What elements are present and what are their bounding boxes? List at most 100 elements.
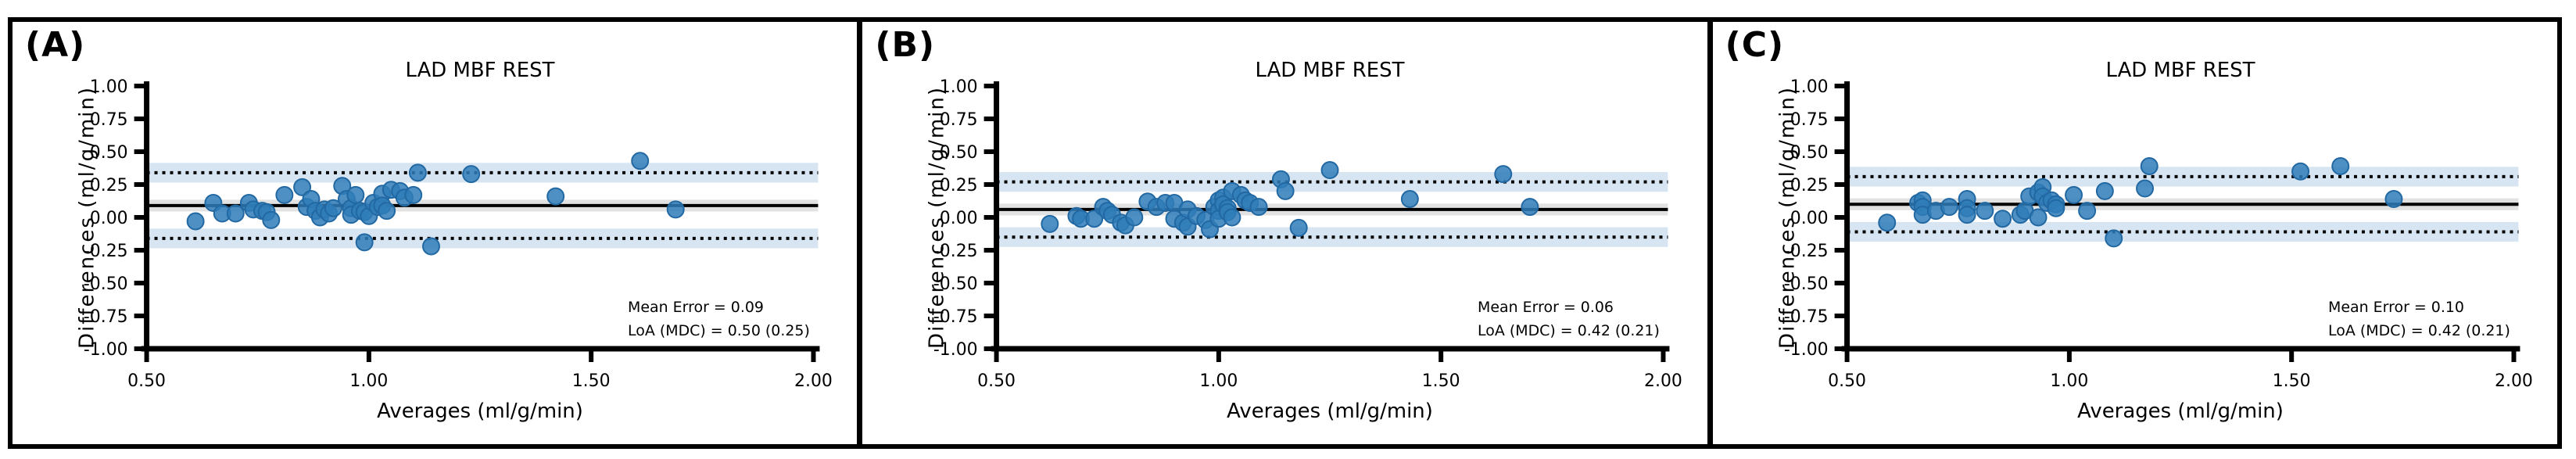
y-tick-label: -0.25 [1784, 242, 1829, 261]
data-point [2331, 157, 2349, 175]
data-point [186, 212, 205, 231]
data-point [1494, 165, 1513, 184]
data-point [1958, 206, 1976, 224]
data-point [2064, 185, 2083, 204]
y-tick-label: -1.00 [1784, 340, 1829, 360]
data-point [1277, 181, 1295, 200]
y-axis-label: Differences (ml/g/min) [76, 86, 99, 349]
data-point [2291, 162, 2309, 181]
y-tick-label: 0.50 [940, 143, 978, 163]
annotation-loa: LoA (MDC) = 0.42 (0.21) [1478, 322, 1660, 339]
x-axis-label: Averages (ml/g/min) [377, 400, 583, 423]
y-tick-label: -0.50 [933, 274, 978, 294]
y-tick-label: -0.75 [1784, 307, 1829, 327]
data-point [408, 163, 427, 182]
x-tick-label: 1.00 [1200, 371, 1238, 391]
annotation-loa: LoA (MDC) = 0.50 (0.25) [628, 322, 810, 339]
y-tick-label: 0.75 [940, 110, 978, 130]
plot-title: LAD MBF REST [1256, 59, 1405, 82]
bland-altman-plot-a: 1.00 0.75 0.50 0.25 0.00 -0.25 -0.50 -0.75 -1.00… [76, 59, 833, 423]
data-point [631, 152, 650, 170]
y-tick-label: -1.00 [933, 340, 978, 360]
data-point [293, 178, 312, 196]
annotation-mean-error: Mean Error = 0.06 [1478, 299, 1614, 316]
scatter-points [186, 152, 685, 256]
figure-border: (A) 1.00 0.75 0.50 0.25 0.00 -0.25 -0.50 -0.75 -… [8, 17, 2562, 449]
y-tick-label: 0.50 [1790, 143, 1828, 163]
data-point [462, 165, 481, 184]
data-point [324, 199, 342, 217]
y-tick-label: 0.50 [90, 143, 128, 163]
data-point [226, 204, 245, 223]
panel-a: (A) 1.00 0.75 0.50 0.25 0.00 -0.25 -0.50 -0.75 -… [13, 22, 857, 444]
data-point [275, 185, 294, 204]
x-tick-label: 0.50 [1828, 371, 1866, 391]
data-point [2104, 229, 2123, 248]
y-tick-label: -0.75 [84, 307, 128, 327]
data-point [1521, 198, 1539, 217]
y-axis-label: Differences (ml/g/min) [1775, 86, 1799, 349]
y-tick-label: 1.00 [1790, 77, 1828, 97]
y-tick-label: -0.75 [933, 307, 978, 327]
x-tick-label: 1.00 [349, 371, 388, 391]
y-tick-label: -1.00 [84, 340, 128, 360]
y-tick-label: 0.75 [90, 110, 128, 130]
plot-title: LAD MBF REST [406, 59, 555, 82]
y-axis-label: Differences (ml/g/min) [926, 86, 949, 349]
data-point [346, 185, 365, 204]
panel-label-c: (C) [1725, 25, 1785, 65]
x-tick-label: 1.50 [572, 371, 611, 391]
panel-label-a: (A) [25, 25, 86, 65]
x-tick-label: 0.50 [127, 371, 166, 391]
x-tick-label: 1.00 [2050, 371, 2088, 391]
data-point [1085, 210, 1104, 228]
y-tick-label: 1.00 [90, 77, 128, 97]
y-tick-label: 0.00 [1790, 209, 1828, 228]
data-point [404, 185, 423, 204]
annotation-mean-error: Mean Error = 0.09 [628, 299, 764, 316]
data-point [2095, 181, 2114, 200]
data-point [378, 202, 396, 221]
x-axis-label: Averages (ml/g/min) [2077, 400, 2284, 423]
data-point [2140, 157, 2159, 175]
y-tick-label: -0.50 [84, 274, 128, 294]
y-tick-label: -0.25 [933, 242, 978, 261]
y-tick-label: -0.25 [84, 242, 128, 261]
bland-altman-plot-b: 1.00 0.75 0.50 0.25 0.00 -0.25 -0.50 -0.75 -1.00… [926, 59, 1682, 423]
y-tick-label: 0.00 [90, 209, 128, 228]
data-point [1223, 208, 1241, 227]
data-point [1940, 198, 1958, 217]
x-tick-label: 1.50 [2272, 371, 2310, 391]
y-tick-label: 0.25 [940, 176, 978, 195]
data-point [1877, 213, 1896, 232]
x-tick-label: 2.00 [2495, 371, 2533, 391]
scatter-points [1041, 161, 1539, 238]
y-tick-label: 1.00 [940, 77, 978, 97]
y-tick-label: 0.00 [940, 209, 978, 228]
data-point [546, 187, 565, 206]
data-point [1401, 190, 1420, 208]
data-point [2046, 199, 2065, 217]
data-point [1976, 202, 1994, 221]
data-point [666, 200, 685, 219]
data-point [2135, 179, 2154, 198]
scatter-points [1877, 157, 2403, 248]
y-tick-label: 0.75 [1790, 110, 1828, 130]
panel-b: (B) 1.00 0.75 0.50 0.25 0.00 -0.25 -0.50 -0.75 -… [857, 22, 1707, 444]
data-point [262, 210, 281, 229]
data-point [355, 233, 374, 252]
y-tick-label: 0.25 [90, 176, 128, 195]
data-point [1320, 161, 1339, 179]
annotation-mean-error: Mean Error = 0.10 [2328, 299, 2464, 316]
x-tick-label: 1.50 [1422, 371, 1460, 391]
y-tick-label: -0.50 [1784, 274, 1829, 294]
data-point [1041, 214, 1059, 233]
data-point [2077, 202, 2096, 221]
y-tick-label: 0.25 [1790, 176, 1828, 195]
data-point [2029, 208, 2048, 227]
bland-altman-plot-c: 1.00 0.75 0.50 0.25 0.00 -0.25 -0.50 -0.75 -1.00… [1775, 59, 2533, 423]
x-tick-label: 2.00 [1644, 371, 1682, 391]
data-point [422, 237, 440, 256]
plot-title: LAD MBF REST [2105, 59, 2255, 82]
